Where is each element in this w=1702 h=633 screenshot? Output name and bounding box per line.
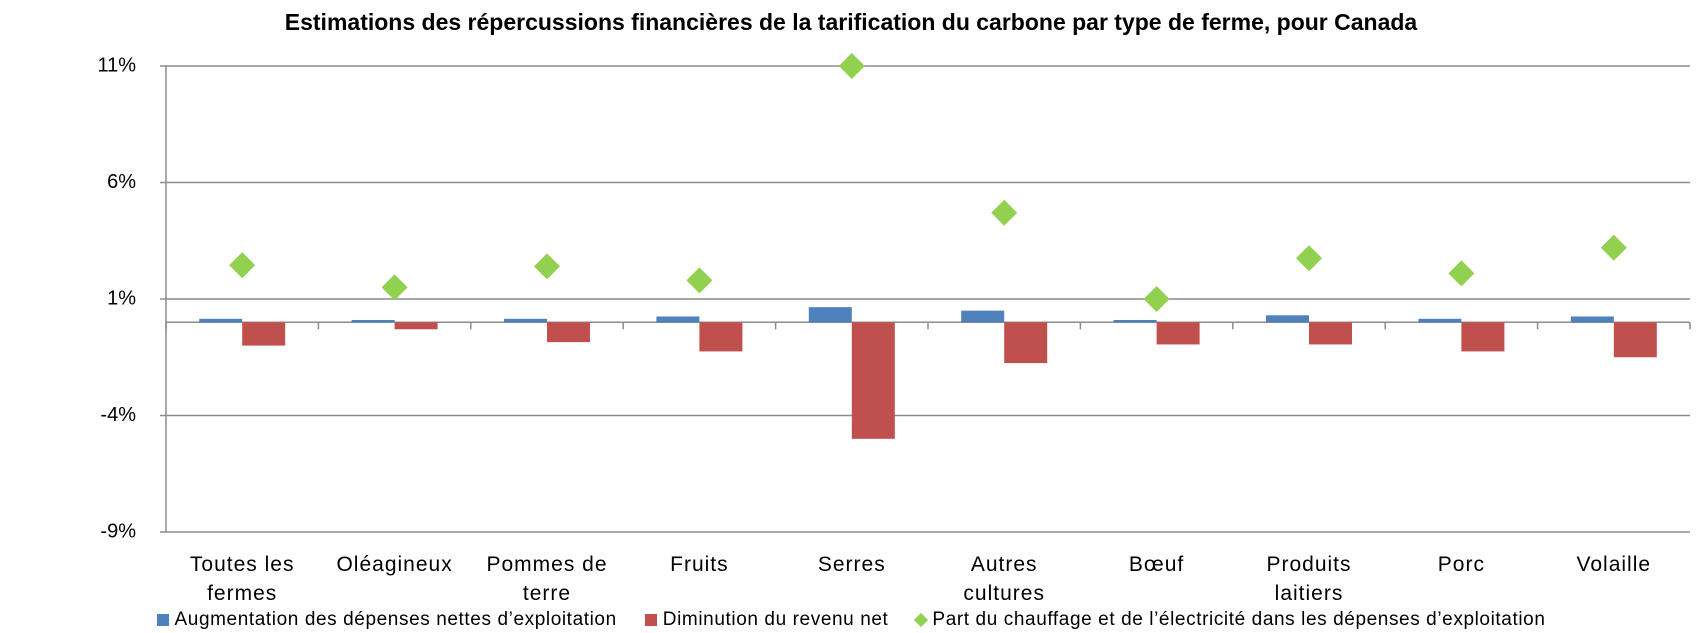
- x-tick-label: Pommes de terre: [486, 553, 608, 605]
- marker: [229, 252, 256, 279]
- marker: [838, 53, 865, 79]
- x-tick-label: Produits laitiers: [1266, 553, 1352, 605]
- bar: [1418, 318, 1462, 323]
- marker: [991, 199, 1018, 226]
- bar: [1266, 315, 1309, 323]
- legend-swatch: [156, 614, 169, 626]
- bar: [1309, 322, 1352, 345]
- marker: [534, 253, 560, 280]
- bar: [1613, 322, 1657, 358]
- y-tick-label: 1%: [107, 287, 136, 309]
- legend: Augmentation des dépenses nettes d’explo…: [0, 609, 1702, 631]
- bar: [199, 318, 243, 323]
- bar: [504, 318, 547, 323]
- bar: [547, 322, 590, 343]
- legend-item: Part du chauffage et de l’électricité da…: [914, 609, 1546, 631]
- x-tick-label: Oléagineux: [336, 553, 453, 576]
- x-tick-label: Toutes les fermes: [189, 553, 295, 605]
- x-tick-label: Autres cultures: [963, 553, 1045, 605]
- bar: [1004, 322, 1048, 364]
- bar: [961, 310, 1005, 323]
- legend-item: Diminution du revenu net: [644, 609, 889, 631]
- marker: [1448, 260, 1475, 287]
- x-tick-label: Fruits: [670, 553, 729, 576]
- chart-title: Estimations des répercussions financière…: [285, 9, 1418, 35]
- y-tick-label: 6%: [107, 171, 136, 193]
- marker: [381, 274, 408, 301]
- marker: [1296, 245, 1322, 272]
- legend-item: Augmentation des dépenses nettes d’explo…: [156, 609, 617, 631]
- bar: [1113, 319, 1157, 323]
- bar: [351, 319, 395, 323]
- bar: [851, 322, 895, 439]
- bar: [656, 316, 700, 323]
- legend-swatch: [644, 614, 657, 626]
- bar: [1461, 322, 1505, 352]
- marker: [1600, 234, 1627, 261]
- bar: [1156, 322, 1200, 345]
- y-tick-label: 11%: [97, 54, 136, 76]
- legend-label: Diminution du revenu net: [662, 609, 889, 630]
- bar: [699, 322, 743, 352]
- y-tick-label: -4%: [100, 404, 136, 426]
- bar: [242, 322, 286, 346]
- marker: [1143, 286, 1170, 312]
- x-tick-label: Volaille: [1576, 553, 1652, 576]
- x-tick-label: Bœuf: [1128, 553, 1185, 576]
- marker: [686, 267, 713, 294]
- x-tick-label: Porc: [1437, 553, 1485, 576]
- legend-label: Part du chauffage et de l’électricité da…: [932, 609, 1546, 630]
- bar: [394, 322, 438, 330]
- y-tick-label: -9%: [100, 520, 136, 542]
- bar: [808, 307, 852, 323]
- legend-swatch: [914, 612, 929, 628]
- bar: [1570, 316, 1614, 323]
- x-tick-label: Serres: [817, 553, 886, 576]
- legend-label: Augmentation des dépenses nettes d’explo…: [174, 609, 617, 630]
